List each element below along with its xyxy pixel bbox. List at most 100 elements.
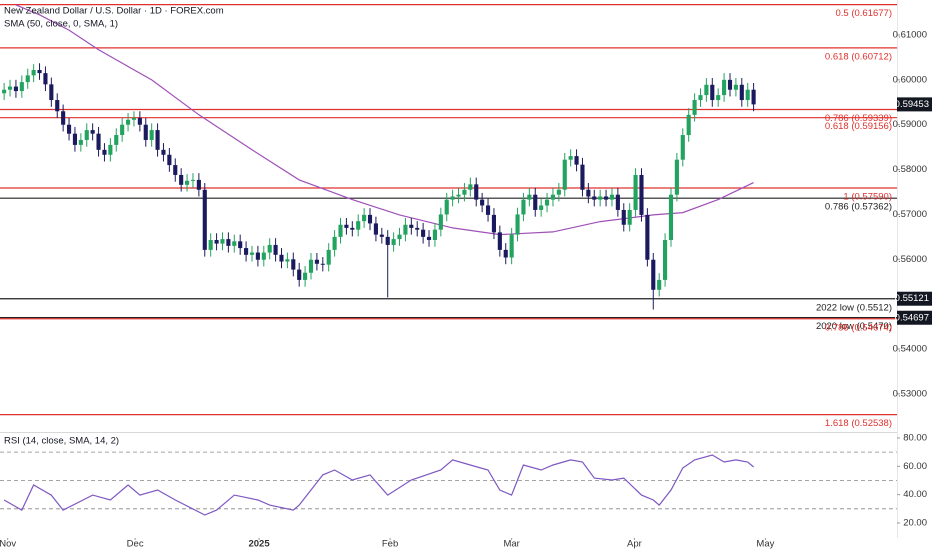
- candle-body: [84, 130, 89, 140]
- candle-body: [621, 209, 626, 225]
- candle-body: [568, 156, 573, 160]
- candle-body: [161, 149, 166, 155]
- candle-body: [61, 111, 66, 125]
- rsi-tick-label: 40.00: [903, 489, 927, 500]
- candle-body: [297, 269, 302, 280]
- candle-body: [462, 189, 467, 195]
- candle-body: [226, 239, 231, 246]
- sma-line: [15, 4, 754, 236]
- candle-body: [332, 236, 337, 250]
- candle-body: [238, 241, 243, 249]
- x-tick-label: Apr: [627, 539, 642, 550]
- y-tick-label: 0.61000: [893, 30, 927, 41]
- candle-body: [173, 165, 178, 175]
- candle-body: [615, 194, 620, 210]
- candle-body: [385, 236, 390, 245]
- level-label: 1 (0.57590): [843, 191, 892, 202]
- candle-body: [397, 234, 402, 240]
- candle-body: [727, 79, 733, 90]
- candle-body: [49, 84, 54, 101]
- last-price-label: 0.59453: [895, 99, 929, 110]
- candle-body: [2, 89, 7, 94]
- candle-body: [19, 82, 24, 92]
- rsi-label: RSI (14, close, SMA, 14, 2): [4, 436, 119, 447]
- candle-body: [314, 259, 319, 264]
- candle-body: [403, 224, 408, 235]
- candle-body: [25, 75, 30, 83]
- level-label: 0.5 (0.61677): [835, 8, 892, 19]
- candle-body: [279, 254, 284, 262]
- candle-body: [125, 119, 131, 125]
- price-pane: [0, 4, 897, 416]
- candle-body: [43, 73, 48, 85]
- candle-body: [344, 224, 349, 228]
- candle-body: [114, 135, 119, 145]
- candle-body: [179, 174, 184, 185]
- candle-body: [108, 144, 113, 155]
- candle-body: [367, 214, 373, 224]
- candle-body: [598, 196, 603, 200]
- candle-body: [338, 224, 343, 237]
- candle-body: [586, 189, 591, 197]
- candle-body: [627, 209, 632, 225]
- candle-body: [379, 234, 384, 237]
- candle-body: [657, 279, 662, 290]
- candle-body: [220, 239, 225, 244]
- candle-body: [633, 174, 638, 210]
- candle-body: [131, 117, 137, 120]
- candle-body: [249, 252, 255, 255]
- rsi-line: [3, 454, 754, 516]
- candle-body: [698, 95, 703, 101]
- candle-body: [308, 259, 314, 273]
- candle-body: [96, 133, 101, 150]
- candle-body: [580, 164, 585, 190]
- y-tick-label: 0.53000: [893, 388, 927, 399]
- candle-body: [185, 180, 190, 185]
- candle-body: [244, 248, 249, 255]
- level-label: 1.618 (0.52538): [825, 418, 892, 429]
- price-tag: [897, 291, 932, 306]
- candle-body: [503, 249, 508, 258]
- candle-body: [78, 139, 83, 145]
- candle-body: [686, 114, 691, 136]
- rsi-tick-label: 20.00: [903, 517, 927, 528]
- candle-body: [303, 272, 308, 280]
- candle-body: [592, 196, 597, 200]
- candle-body: [261, 252, 266, 260]
- rsi-tick-label: 60.00: [903, 461, 927, 472]
- y-tick-label: 0.58000: [893, 164, 927, 175]
- candle-body: [7, 86, 13, 90]
- candle-body: [409, 224, 414, 228]
- y-tick-label: 0.59000: [893, 119, 927, 130]
- candle-body: [668, 194, 674, 240]
- candle-body: [326, 249, 331, 265]
- candle-body: [55, 100, 60, 112]
- candle-body: [31, 69, 36, 76]
- level-label: 0.786 (0.59339): [825, 113, 892, 124]
- candle-body: [37, 69, 42, 74]
- candle-body: [533, 194, 538, 210]
- candle-body: [480, 199, 485, 206]
- candle-body: [710, 84, 715, 101]
- candle-body: [574, 156, 579, 165]
- candle-body: [562, 159, 567, 190]
- x-tick-label: May: [756, 539, 774, 550]
- candle-body: [137, 117, 142, 125]
- candle-body: [320, 263, 325, 265]
- candle-body: [751, 89, 756, 105]
- x-tick-label: Mar: [503, 539, 519, 550]
- rsi-tick-label: 80.00: [903, 432, 927, 443]
- candle-body: [468, 184, 473, 190]
- x-tick-label: Nov: [0, 539, 16, 550]
- level-label: 2022 low (0.5512): [816, 302, 892, 313]
- candle-body: [485, 205, 491, 215]
- candle-body: [415, 227, 420, 230]
- candle-body: [391, 239, 396, 245]
- rsi-pane: [0, 451, 897, 516]
- candle-body: [149, 130, 154, 140]
- candle-body: [456, 194, 461, 197]
- candle-body: [527, 194, 532, 200]
- candle-body: [556, 189, 561, 195]
- candle-body: [539, 205, 544, 210]
